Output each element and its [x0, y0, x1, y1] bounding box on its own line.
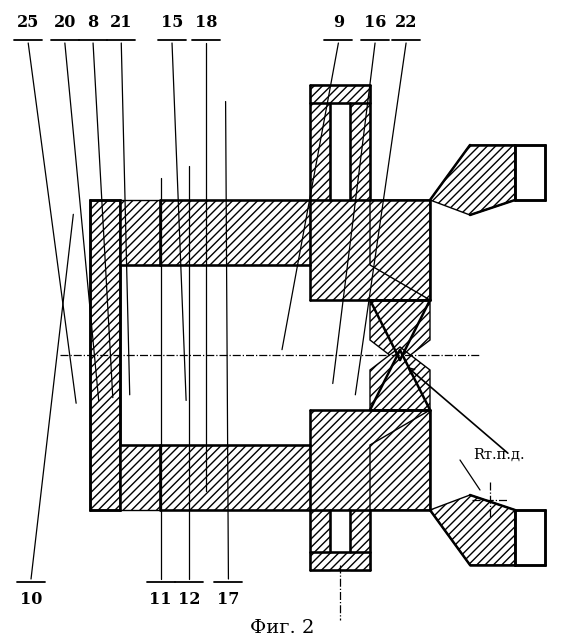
Polygon shape: [160, 445, 310, 510]
Polygon shape: [90, 200, 120, 510]
Polygon shape: [310, 85, 330, 200]
Polygon shape: [310, 85, 370, 103]
Polygon shape: [350, 510, 370, 570]
Text: 16: 16: [364, 13, 386, 31]
Text: 12: 12: [178, 591, 200, 609]
Polygon shape: [160, 200, 310, 265]
Text: Rт.п.д.: Rт.п.д.: [473, 448, 525, 462]
Text: 15: 15: [161, 13, 183, 31]
Text: 25: 25: [17, 13, 39, 31]
Text: 18: 18: [195, 13, 217, 31]
Polygon shape: [310, 552, 370, 570]
Polygon shape: [310, 510, 330, 570]
Text: 10: 10: [20, 591, 42, 609]
Polygon shape: [370, 300, 430, 363]
Polygon shape: [310, 200, 430, 300]
Text: 21: 21: [110, 13, 133, 31]
Text: Фиг. 2: Фиг. 2: [250, 619, 314, 637]
Polygon shape: [370, 200, 430, 300]
Polygon shape: [310, 410, 430, 510]
Text: 11: 11: [149, 591, 172, 609]
Text: 9: 9: [333, 13, 344, 31]
Polygon shape: [515, 510, 545, 565]
Polygon shape: [350, 85, 370, 200]
Text: 17: 17: [217, 591, 240, 609]
Polygon shape: [430, 145, 515, 215]
Polygon shape: [370, 347, 430, 410]
Text: 20: 20: [54, 13, 76, 31]
Polygon shape: [430, 495, 515, 565]
Polygon shape: [515, 145, 545, 200]
Polygon shape: [120, 200, 160, 265]
Polygon shape: [370, 410, 430, 510]
Text: 22: 22: [395, 13, 417, 31]
Text: 8: 8: [87, 13, 99, 31]
Polygon shape: [120, 445, 160, 510]
